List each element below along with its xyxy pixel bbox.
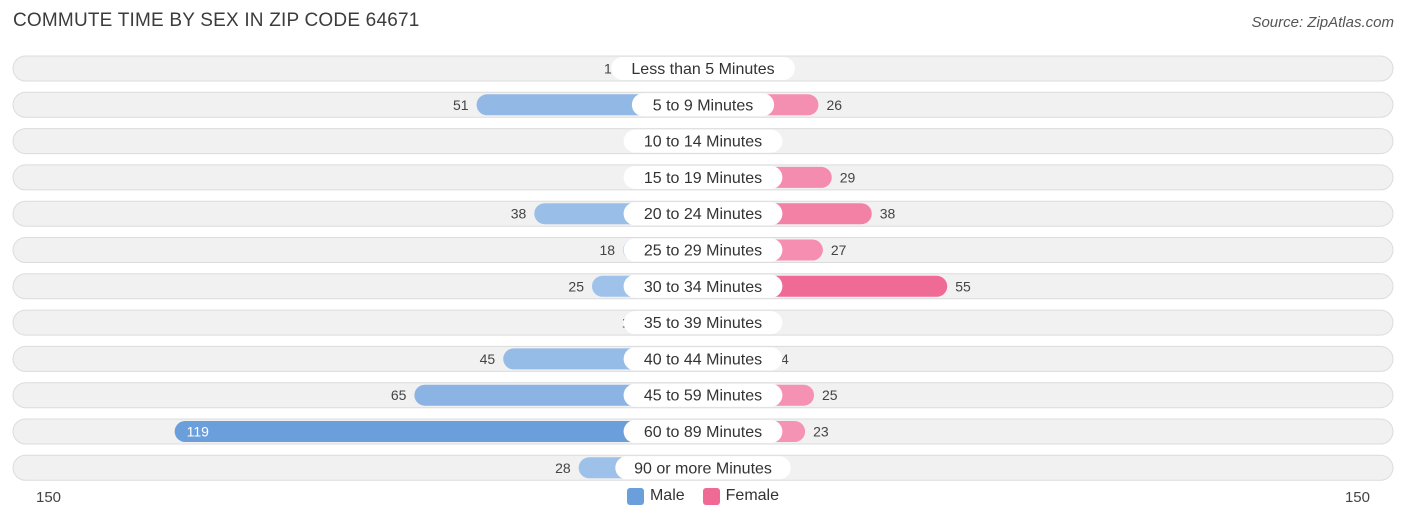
category-pill (611, 57, 795, 80)
category-label: 35 to 39 Minutes (644, 315, 762, 332)
category-label: Less than 5 Minutes (631, 61, 774, 78)
female-value-label: 26 (826, 97, 842, 113)
category-pill (623, 165, 783, 189)
male-value-label: 119 (187, 424, 210, 440)
category-label: 5 to 9 Minutes (653, 97, 754, 114)
male-value-label: 28 (555, 460, 571, 476)
male-value-label: 38 (511, 206, 527, 222)
category-pill (623, 420, 783, 443)
female-value-label: 23 (813, 424, 829, 440)
female-value-label: 55 (955, 278, 971, 294)
category-pill (623, 238, 783, 262)
category-pill (623, 347, 783, 371)
category-label: 15 to 19 Minutes (644, 170, 762, 187)
category-label: 30 to 34 Minutes (644, 279, 762, 296)
category-pill (623, 202, 783, 226)
category-label: 60 to 89 Minutes (644, 424, 762, 441)
legend-male-label: Male (649, 487, 685, 504)
male-bar (174, 421, 703, 442)
chart-title: COMMUTE TIME BY SEX IN ZIP CODE 64671 (13, 10, 420, 31)
category-label: 20 to 24 Minutes (644, 206, 762, 223)
category-pill (631, 93, 775, 117)
axis-right-label: 150 (1344, 489, 1370, 506)
legend-female-label: Female (725, 487, 780, 504)
legend-item-female[interactable]: Female (702, 487, 780, 505)
male-value-label: 25 (568, 278, 584, 294)
female-swatch (702, 487, 720, 505)
category-pill (623, 311, 783, 335)
female-value-label: 29 (840, 169, 856, 185)
source-label: Source: ZipAtlas.com (1251, 14, 1394, 31)
category-label: 90 or more Minutes (634, 460, 772, 477)
category-pill (623, 383, 783, 407)
category-pill (623, 129, 783, 153)
category-label: 25 to 29 Minutes (644, 243, 762, 260)
female-value-label: 27 (831, 242, 847, 258)
male-swatch (626, 487, 644, 505)
category-pill (615, 456, 791, 480)
legend: Male Female (0, 487, 1406, 505)
male-value-label: 51 (453, 97, 469, 113)
axis-left-label: 150 (36, 489, 62, 506)
male-value-label: 18 (600, 242, 616, 258)
male-value-label: 45 (480, 351, 496, 367)
female-value-label: 38 (880, 206, 896, 222)
male-value-label: 65 (391, 387, 407, 403)
category-label: 10 to 14 Minutes (644, 134, 762, 151)
female-value-label: 25 (822, 387, 838, 403)
category-label: 40 to 44 Minutes (644, 351, 762, 368)
legend-item-male[interactable]: Male (626, 487, 685, 505)
category-label: 45 to 59 Minutes (644, 388, 762, 405)
category-pill (623, 274, 783, 298)
